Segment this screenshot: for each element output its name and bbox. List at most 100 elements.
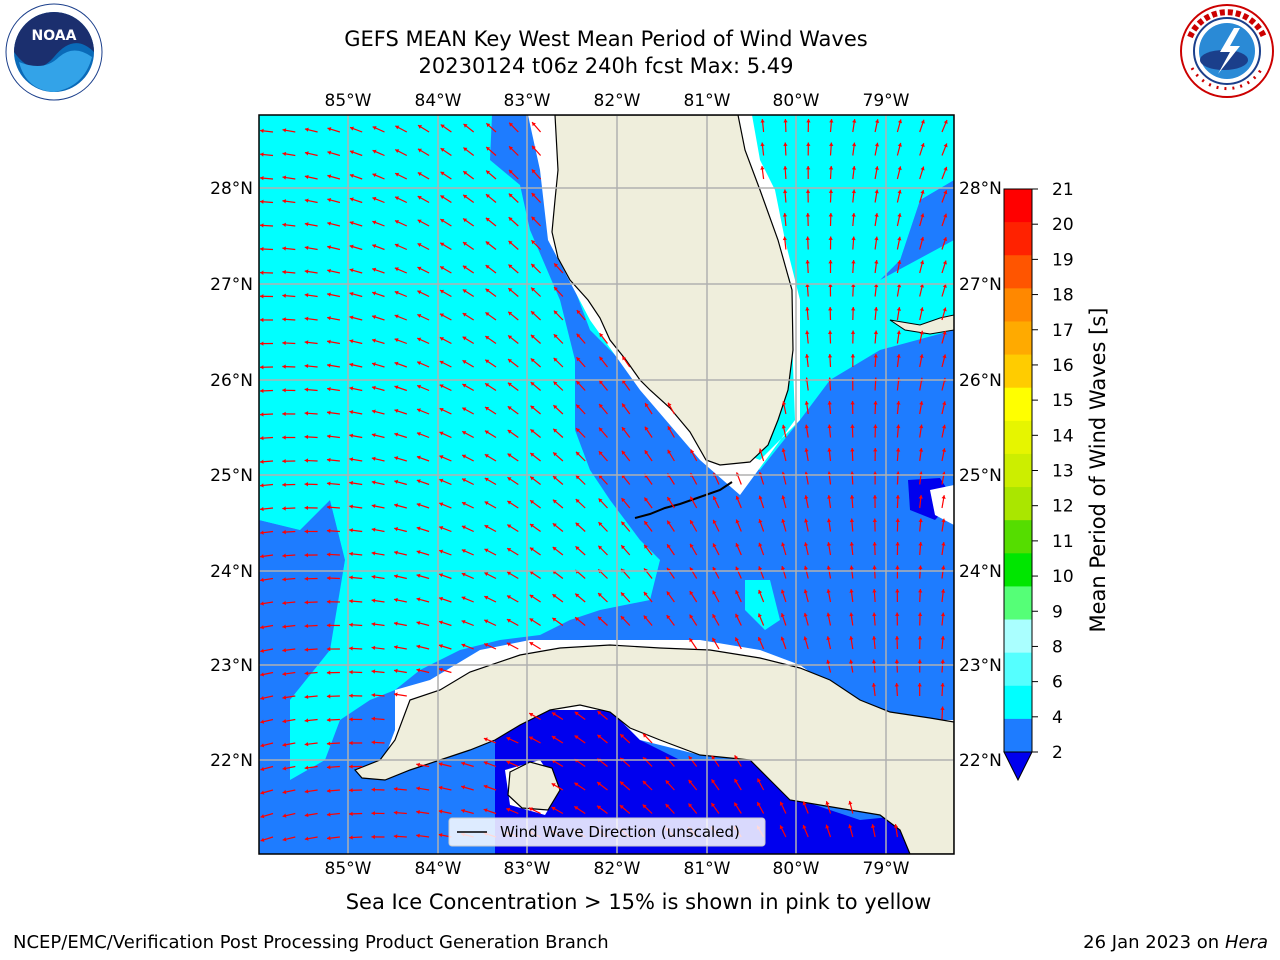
- wind-arrow-head: [282, 577, 286, 582]
- wind-arrow-head: [440, 148, 445, 152]
- wind-arrow-head: [349, 173, 354, 178]
- wind-arrow-head: [735, 613, 740, 618]
- wind-arrow-head: [917, 636, 923, 640]
- wind-arrow-head: [803, 542, 809, 547]
- wind-arrow-head: [688, 803, 693, 808]
- wind-arrow-head: [941, 565, 946, 570]
- wind-arrow-head: [260, 814, 265, 819]
- wind-arrow-head: [825, 801, 830, 806]
- wind-arrow-head: [372, 196, 377, 201]
- wind-arrow-head: [462, 242, 467, 246]
- wind-arrow-head: [897, 236, 902, 241]
- wind-arrow-head: [327, 127, 332, 132]
- wind-arrow-head: [849, 659, 854, 664]
- wind-arrow-head: [393, 668, 398, 674]
- wind-arrow-head: [371, 385, 376, 390]
- wind-arrow-head: [507, 571, 512, 576]
- wind-arrow-head: [554, 263, 559, 268]
- wind-arrow-head: [327, 316, 331, 321]
- wind-arrow-head: [621, 545, 626, 550]
- wind-arrow-head: [304, 411, 309, 416]
- wind-arrow-head: [486, 123, 491, 128]
- wind-arrow-head: [462, 454, 467, 459]
- wind-arrow-head: [508, 193, 513, 198]
- wind-arrow-head: [462, 336, 467, 341]
- wind-arrow-head: [439, 549, 444, 554]
- wind-arrow-head: [530, 405, 535, 410]
- lon-tick-top: 79°W: [863, 91, 910, 111]
- wind-arrow-head: [920, 166, 925, 171]
- wind-arrow-head: [484, 477, 489, 482]
- wind-arrow-head: [483, 737, 488, 742]
- wind-arrow-head: [507, 548, 512, 552]
- wind-arrow-head: [782, 189, 788, 194]
- wind-arrow-head: [940, 659, 945, 664]
- wind-arrow-head: [805, 236, 810, 240]
- wind-arrow-head: [920, 213, 925, 218]
- colorbar-tick-label: 2: [1052, 743, 1063, 763]
- wind-arrow-head: [506, 807, 511, 812]
- wind-arrow-head: [576, 404, 581, 409]
- wind-arrow-head: [485, 194, 490, 199]
- colorbar-label: Mean Period of Wind Waves [s]: [1086, 307, 1110, 633]
- wind-arrow-head: [394, 385, 399, 390]
- wind-arrow-head: [758, 566, 763, 571]
- wind-arrow-head: [416, 502, 421, 507]
- wind-arrow-head: [506, 760, 511, 765]
- wind-arrow-head: [895, 565, 900, 569]
- wind-arrow-head: [416, 786, 420, 791]
- wind-arrow-head: [439, 407, 444, 412]
- wind-arrow-head: [438, 785, 443, 790]
- wind-arrow-head: [781, 401, 787, 406]
- wind-arrow-head: [551, 783, 556, 788]
- wind-arrow-head: [394, 550, 398, 555]
- wind-arrow-head: [462, 313, 467, 317]
- wind-arrow-head: [395, 196, 400, 201]
- wind-arrow-head: [439, 620, 443, 625]
- wind-arrow-head: [304, 576, 309, 581]
- lat-tick-right: 26°N: [959, 371, 1002, 391]
- wind-arrow-head: [642, 780, 647, 785]
- wind-arrow-head: [760, 119, 765, 123]
- wind-arrow-head: [282, 600, 286, 606]
- wind-arrow-head: [712, 614, 717, 619]
- colorbar-tick-label: 9: [1052, 602, 1063, 622]
- wind-arrow-head: [806, 119, 811, 123]
- wind-arrow-head: [282, 364, 286, 369]
- wind-arrow-head: [529, 571, 534, 575]
- wind-arrow-head: [462, 360, 467, 364]
- wind-arrow-head: [919, 401, 924, 405]
- wind-arrow-head: [416, 573, 421, 578]
- wind-arrow-head: [462, 265, 467, 270]
- wind-arrow-head: [350, 126, 354, 131]
- wind-arrow-head: [530, 358, 535, 363]
- wind-arrow-head: [417, 125, 422, 129]
- wind-arrow-head: [530, 453, 535, 457]
- wind-arrow-head: [666, 615, 671, 620]
- wind-arrow-head: [803, 589, 808, 594]
- wind-arrow-head: [894, 636, 900, 640]
- wind-arrow-head: [872, 518, 877, 522]
- wind-arrow-head: [757, 637, 762, 641]
- wind-arrow-head: [804, 424, 809, 429]
- wind-arrow-head: [849, 636, 854, 640]
- wind-arrow-head: [440, 171, 445, 176]
- wind-arrow-head: [872, 471, 878, 475]
- wind-arrow-head: [327, 386, 331, 392]
- wind-arrow-head: [507, 477, 512, 481]
- wind-arrow-head: [783, 166, 788, 170]
- lon-tick-bottom: 79°W: [863, 859, 910, 879]
- wind-arrow-head: [619, 781, 624, 786]
- wind-arrow-head: [508, 217, 513, 222]
- wind-arrow-head: [849, 542, 854, 546]
- wind-arrow-head: [529, 618, 534, 623]
- wind-arrow-head: [484, 548, 489, 553]
- wind-arrow-head: [304, 269, 309, 274]
- wind-arrow-head: [597, 805, 602, 810]
- wind-arrow-head: [667, 544, 671, 549]
- wind-arrow-head: [598, 522, 603, 527]
- wind-arrow-head: [440, 242, 445, 247]
- wind-arrow-head: [416, 762, 420, 767]
- wind-arrow-head: [326, 623, 331, 628]
- wind-arrow-head: [506, 618, 511, 623]
